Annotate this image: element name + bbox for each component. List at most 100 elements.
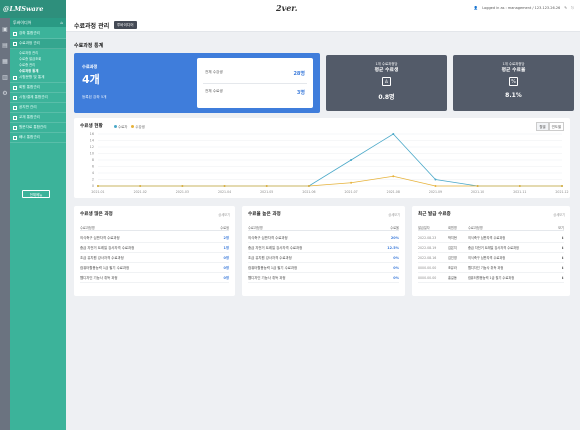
sidebar-sub-certificate-manage[interactable]: 수료증 관리 <box>19 62 36 67</box>
total-students-label: 전체 수강생 <box>205 70 223 74</box>
col-course: 수료과정명 <box>80 226 95 230</box>
detail-link[interactable]: 상세보기 <box>388 213 400 217</box>
y-tick-label: 14 <box>90 139 94 143</box>
data-point <box>434 178 437 181</box>
toggle-monthly[interactable]: 월별 <box>536 122 549 131</box>
row-course-name: 컴퓨터활용능력 1급 필기 수료과정 <box>80 266 130 270</box>
x-tick-label: 2021.09 <box>429 190 442 194</box>
sidebar-item-members[interactable]: 회원 통합관리 <box>10 83 66 93</box>
row-course-name: 의식축구 심판자격 수료과정 <box>80 236 120 240</box>
sidebar: @LMSware ▣ ▤ ▦ ▥ ⚙ 투바이디어 ⌂ 강좌 통합관리 수료과정 … <box>0 0 66 430</box>
page-title: 수료과정 관리 <box>74 23 110 30</box>
table-row[interactable]: 의식축구 심판자격 수료과정 20% <box>248 233 399 243</box>
series-line <box>98 175 562 187</box>
table-row[interactable]: 초급 유치원 강사자격 수료과정 0% <box>248 253 399 263</box>
table-row[interactable]: 웹디자인 기능사 취득 과정 0명 <box>80 273 229 283</box>
x-tick-label: 2021.03 <box>176 190 189 194</box>
sidebar-item-textbooks[interactable]: 교재 통합관리 <box>10 113 66 123</box>
avg-rate-value: 8.1% <box>505 92 522 99</box>
download-icon[interactable]: ⬇ <box>561 245 564 250</box>
legend-item-students[interactable]: 수강생 <box>131 124 145 129</box>
sidebar-item-course[interactable]: 강좌 통합관리 <box>10 29 66 39</box>
app-logo[interactable]: @LMSware <box>0 0 66 18</box>
avg-rate-card: 1개 수료과정당 평균 수료율 % 8.1% <box>453 55 574 111</box>
download-icon[interactable]: ⬇ <box>561 255 564 260</box>
logout-icon[interactable]: ⎋ <box>571 6 574 10</box>
sidebar-sub-certificate-query[interactable]: 수료증 발급조회 <box>19 56 42 61</box>
table-header: 발급일자 회원명 수료과정명 보기 <box>418 225 564 231</box>
checkbox-icon <box>13 135 17 140</box>
x-tick-label: 2021.06 <box>302 190 315 194</box>
detail-link[interactable]: 상세보기 <box>218 213 230 217</box>
sidebar-item-sources[interactable]: 원문자료 통합관리 <box>10 123 66 133</box>
table-row[interactable]: 0000.00.00 조유라 웹디자인 기능사 취득 과정 ⬇ <box>418 263 564 273</box>
legend-item-graduates[interactable]: 수료자 <box>114 124 127 129</box>
row-member: 조유라 <box>448 266 457 270</box>
sidebar-item-notice[interactable]: 공지판 관리 <box>10 103 66 113</box>
sidebar-item-label: 교재 통합관리 <box>19 115 40 119</box>
data-point <box>561 185 563 187</box>
checkbox-icon <box>13 41 17 46</box>
panel-title: 수료율 높은 과정 <box>248 212 281 217</box>
student-summary-box: 전체 수강생 28명 전체 수료생 3명 <box>197 58 313 108</box>
sidebar-item-exam[interactable]: 시험문항 및 통계 <box>10 73 66 83</box>
home-icon[interactable]: ⌂ <box>60 20 63 25</box>
download-icon[interactable]: ⬇ <box>561 275 564 280</box>
table-row[interactable]: 2022.08.23 박지현 의식축구 심판자격 수료과정 ⬇ <box>418 233 564 243</box>
table-row[interactable]: 웹디자인 기능사 취득 과정 0% <box>248 273 399 283</box>
row-course-name: 의식축구 심판자격 수료과정 <box>248 236 288 240</box>
sidebar-sub-completion-stats[interactable]: 수료과정 통계 <box>19 68 39 73</box>
chart-legend: 수료자 수강생 <box>114 124 145 129</box>
x-tick-label: 2021.04 <box>218 190 231 194</box>
row-course-name: 중급 자전거 트레일 강사자격 수료과정 <box>248 246 303 250</box>
panel-title: 최근 발급 수료증 <box>418 212 451 217</box>
x-tick-label: 2021.11 <box>513 190 526 194</box>
row-date: 2022.08.23 <box>418 235 437 240</box>
monitor-icon[interactable]: ▣ <box>2 25 8 33</box>
table-row[interactable]: 0000.00.00 홍길동 컴퓨터활용능력 1급 필기 수료과정 ⬇ <box>418 273 564 283</box>
row-course-name: 컴퓨터활용능력 1급 필기 수료과정 <box>248 266 298 270</box>
col-member: 회원명 <box>448 226 457 230</box>
table-row[interactable]: 초급 유치원 강사자격 수료과정 0명 <box>80 253 229 263</box>
calendar-icon[interactable]: ▦ <box>2 57 8 65</box>
top-graduates-panel: 수료생 많은 과정 상세보기 수료과정명 수료생 의식축구 심판자격 수료과정 2… <box>74 206 235 296</box>
detail-link[interactable]: 상세보기 <box>553 213 565 217</box>
top-header: 2ver. 👤 Logged in as : management / 123.… <box>66 0 580 18</box>
data-point <box>181 185 184 187</box>
row-value: 0% <box>393 275 399 280</box>
table-row[interactable]: 컴퓨터활용능력 1급 필기 수료과정 0% <box>248 263 399 273</box>
table-row[interactable]: 컴퓨터활용능력 1급 필기 수료과정 0명 <box>80 263 229 273</box>
col-rate: 수료율 <box>390 226 399 230</box>
x-tick-label: 2021.12 <box>555 190 568 194</box>
row-date: 2022.08.19 <box>418 245 437 250</box>
sidebar-item-banners[interactable]: 배너 통합관리 <box>10 133 66 143</box>
sidebar-item-label: 원문자료 통합관리 <box>19 125 47 129</box>
download-icon[interactable]: ⬇ <box>561 235 564 240</box>
chart-period-toggle: 월별 연도별 <box>536 122 564 131</box>
sidebar-item-label: 공지판 관리 <box>19 105 37 109</box>
table-row[interactable]: 2022.08.16 김진영 의식축구 심판자격 수료과정 ⬇ <box>418 253 564 263</box>
user-icon: ♙ <box>382 77 391 86</box>
row-member: 김은지 <box>448 246 457 250</box>
col-graduates: 수료생 <box>220 226 229 230</box>
sidebar-sub-completion-manage[interactable]: 수료과정 관리 <box>19 50 39 55</box>
download-icon[interactable]: ⬇ <box>561 265 564 270</box>
toggle-yearly[interactable]: 연도별 <box>548 122 564 131</box>
sidebar-item-payments[interactable]: 시청/결제 통합관리 <box>10 93 66 103</box>
all-menu-button[interactable]: 전체메뉴 <box>22 190 50 198</box>
table-row[interactable]: 의식축구 심판자격 수료과정 2명 <box>80 233 229 243</box>
table-row[interactable]: 2022.08.19 김은지 중급 자전거 트레일 강사자격 수료과정 ⬇ <box>418 243 564 253</box>
edit-icon[interactable]: ✎ <box>564 6 568 10</box>
sidebar-item-completion[interactable]: 수료과정 관리 <box>10 39 66 49</box>
sidebar-menu: 강좌 통합관리 수료과정 관리 수료과정 관리 수료증 발급조회 수료증 관리 … <box>10 29 66 143</box>
sidebar-org[interactable]: 투바이디어 ⌂ <box>10 18 66 27</box>
gear-icon[interactable]: ⚙ <box>2 89 8 97</box>
chart-icon[interactable]: ▥ <box>2 73 8 81</box>
brand-logo[interactable]: 2ver. <box>276 3 298 13</box>
sidebar-item-label: 배너 통합관리 <box>19 135 40 139</box>
table-row[interactable]: 중급 자전거 트레일 강사자격 수료과정 1명 <box>80 243 229 253</box>
sidebar-item-label: 강좌 통합관리 <box>19 31 40 35</box>
book-icon[interactable]: ▤ <box>2 41 8 49</box>
row-value: 2명 <box>223 236 229 240</box>
table-row[interactable]: 중급 자전거 트레일 강사자격 수료과정 12.5% <box>248 243 399 253</box>
